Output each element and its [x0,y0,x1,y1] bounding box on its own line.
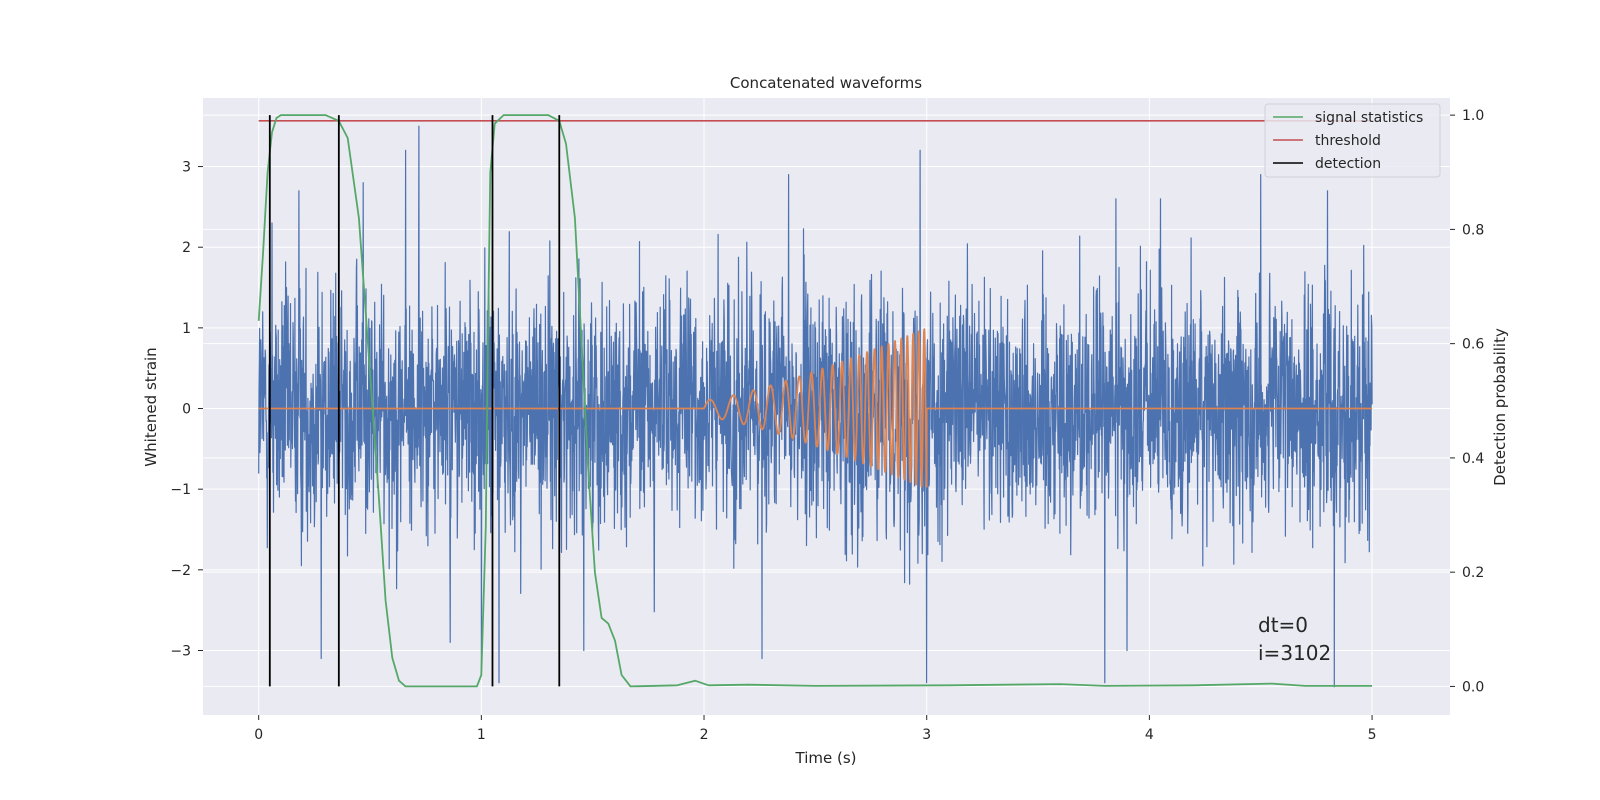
y-tick-label: −3 [170,643,191,659]
x-tick-label: 3 [922,727,931,743]
x-axis-label: Time (s) [795,749,857,767]
noise-line [258,125,1373,688]
annotation-index: i=3102 [1258,641,1331,665]
legend-label-signal-statistics: signal statistics [1315,110,1423,126]
y-tick-label: −2 [170,563,191,579]
signal-line [258,328,1373,488]
legend-label-threshold: threshold [1315,133,1381,149]
y-right-tick-label: 0.6 [1462,337,1484,353]
x-tick-label: 1 [477,727,486,743]
y-right-tick-label: 0.0 [1462,679,1484,695]
ticks: 0 1 2 3 4 5 −3 −2 −1 0 1 2 3 0.0 0.2 0.4 0.6 0.8 1.0 [170,108,1484,743]
y-tick-label: 3 [182,160,191,176]
y-axis-right-label: Detection probability [1491,328,1509,486]
signal-series [258,328,1373,488]
x-tick-label: 2 [700,727,709,743]
y-right-tick-label: 1.0 [1462,108,1484,124]
detection-series [268,115,561,687]
legend-label-detection: detection [1315,156,1381,172]
y-tick-label: −1 [170,482,191,498]
noise-series [258,125,1373,688]
legend-box [1264,103,1441,178]
annotation-dt: dt=0 [1258,613,1308,637]
x-tick-label: 0 [254,727,263,743]
y-right-tick-label: 0.8 [1462,222,1484,238]
legend: signal statistics threshold detection [1264,103,1441,178]
signal-statistics-series [257,114,1373,688]
x-tick-label: 4 [1145,727,1154,743]
y-tick-label: 1 [182,321,191,337]
y-right-tick-label: 0.4 [1462,451,1484,467]
y-right-tick-label: 0.2 [1462,565,1484,581]
signal-statistics-line [257,114,1373,688]
y-axis-label: Whitened strain [142,347,160,466]
chart-title: Concatenated waveforms [730,74,922,92]
x-tick-label: 5 [1368,727,1377,743]
y-tick-label: 0 [182,402,191,418]
y-tick-label: 2 [182,240,191,256]
annotation: dt=0 i=3102 [1258,613,1331,665]
